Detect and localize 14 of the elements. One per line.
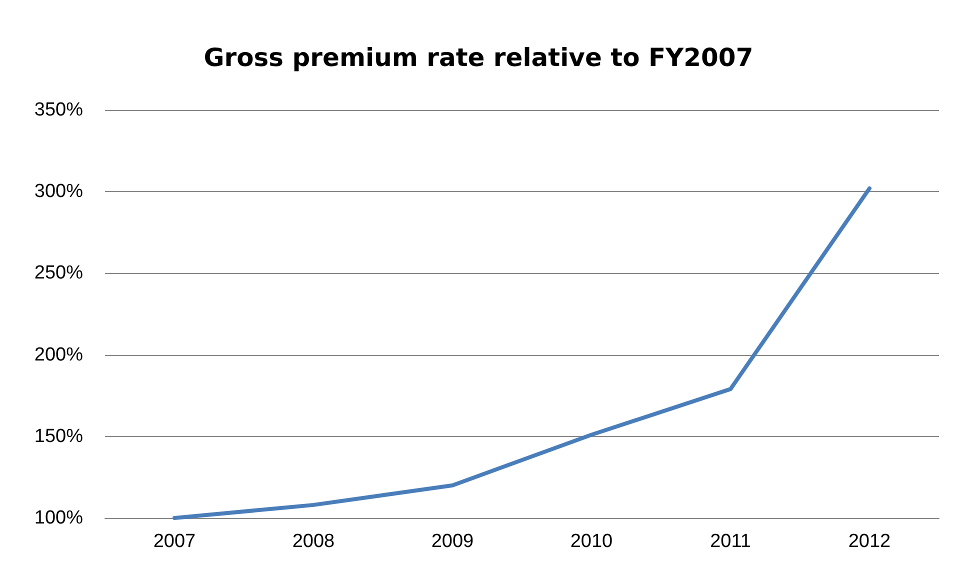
y-tick-label: 200% — [34, 344, 84, 366]
x-tick-label: 2011 — [710, 531, 751, 552]
y-tick-label: 300% — [34, 181, 84, 202]
x-tick-label: 2010 — [570, 531, 613, 552]
x-tick-label: 2008 — [292, 531, 335, 552]
line-series — [172, 186, 872, 520]
y-tick-label: 150% — [34, 426, 84, 447]
x-tick-label: 2012 — [848, 531, 891, 552]
x-tick-label: 2007 — [153, 531, 196, 552]
x-tick-label: 2009 — [431, 531, 474, 552]
y-tick-label: 100% — [34, 508, 84, 528]
y-tick-label: 250% — [34, 262, 84, 284]
chart-title: Gross premium rate relative to FY2007 — [204, 43, 754, 72]
y-tick-label: 350% — [34, 100, 84, 120]
